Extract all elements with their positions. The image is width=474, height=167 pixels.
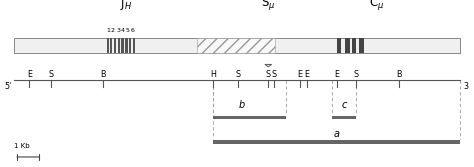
Text: S$_\mu$: S$_\mu$ — [261, 0, 275, 12]
Text: E: E — [297, 70, 302, 79]
Text: 4: 4 — [121, 28, 125, 33]
Bar — [197, 38, 275, 53]
Text: 2: 2 — [111, 28, 115, 33]
Text: S: S — [49, 70, 54, 79]
Bar — [14, 38, 460, 53]
Text: 6: 6 — [130, 28, 134, 33]
Bar — [359, 38, 364, 53]
Text: b: b — [238, 100, 245, 110]
Bar — [129, 38, 131, 53]
Bar — [125, 38, 128, 53]
Bar — [110, 38, 112, 53]
Bar — [118, 38, 120, 53]
Bar — [114, 38, 116, 53]
Text: S: S — [354, 70, 359, 79]
Text: J$_H$: J$_H$ — [119, 0, 132, 12]
Text: 5: 5 — [126, 28, 129, 33]
Text: 3: 3 — [464, 82, 469, 91]
Bar — [133, 38, 135, 53]
Text: E: E — [27, 70, 32, 79]
Bar — [345, 38, 350, 53]
Bar — [213, 116, 286, 119]
Text: 5': 5' — [4, 82, 11, 91]
Text: 1: 1 — [106, 28, 110, 33]
Polygon shape — [265, 64, 272, 67]
Text: B: B — [100, 70, 106, 79]
Bar — [337, 38, 341, 53]
Text: H: H — [210, 70, 216, 79]
Text: C$_\mu$: C$_\mu$ — [369, 0, 384, 12]
Text: a: a — [334, 129, 339, 139]
Text: S: S — [266, 70, 271, 79]
Bar — [107, 38, 109, 53]
Text: B: B — [396, 70, 402, 79]
Text: E: E — [305, 70, 310, 79]
Bar — [121, 38, 124, 53]
Text: 1 Kb: 1 Kb — [14, 143, 30, 149]
Bar — [213, 140, 460, 144]
Bar — [332, 116, 356, 119]
Text: E: E — [334, 70, 339, 79]
Text: S: S — [236, 70, 241, 79]
Text: 3: 3 — [116, 28, 120, 33]
Text: S: S — [272, 70, 276, 79]
Text: c: c — [341, 100, 347, 110]
Bar — [352, 38, 356, 53]
